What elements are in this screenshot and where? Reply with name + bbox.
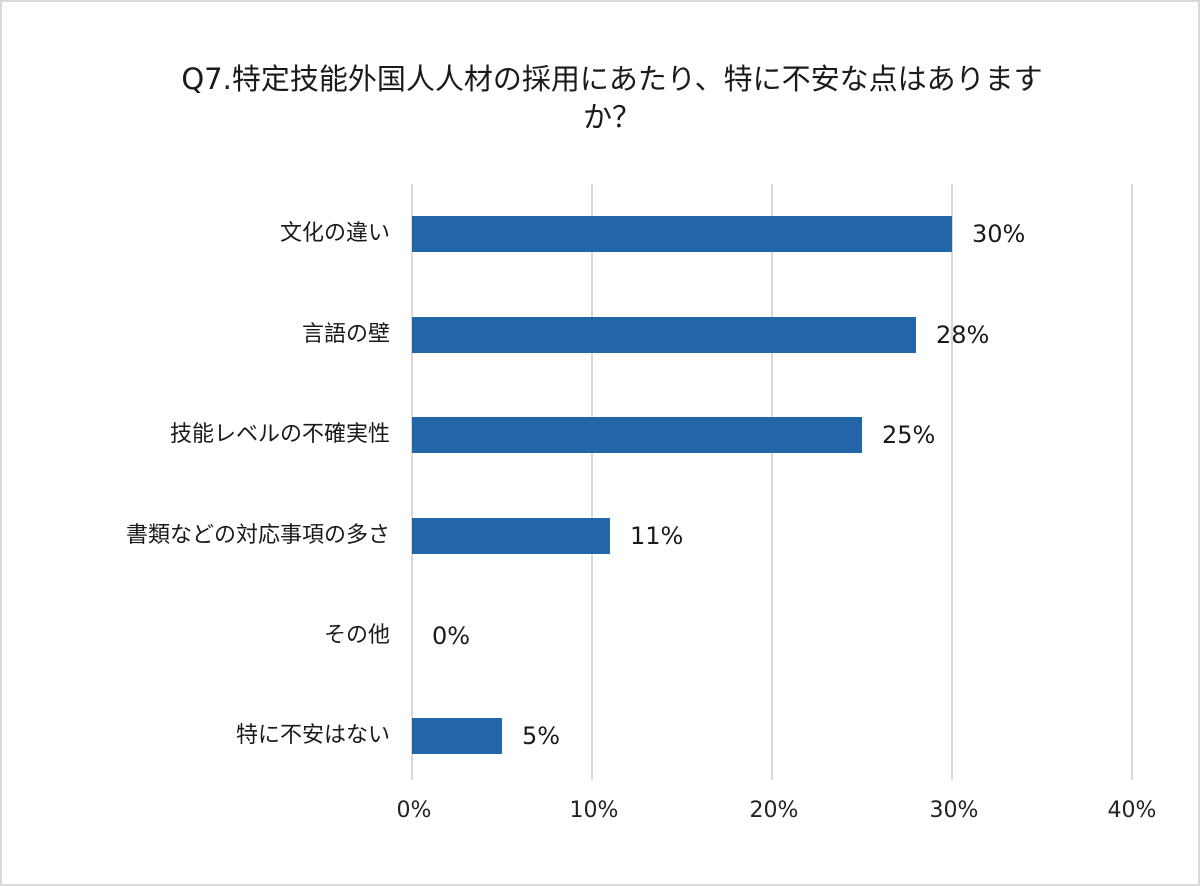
bar xyxy=(412,216,952,252)
category-label: 技能レベルの不確実性 xyxy=(169,422,390,447)
gridline-20 xyxy=(771,184,773,780)
bar xyxy=(412,518,610,554)
value-label: 5% xyxy=(522,722,561,750)
bar xyxy=(412,317,916,353)
gridline-0 xyxy=(411,184,413,780)
category-label: 書類などの対応事項の多さ xyxy=(125,523,390,548)
value-label: 11% xyxy=(630,522,684,550)
x-tick-label: 40% xyxy=(1107,798,1157,823)
value-label: 25% xyxy=(882,421,936,449)
chart-title: Q7.特定技能外国人人材の採用にあたり、特に不安な点はあります か？ xyxy=(142,60,1082,136)
gridline-30 xyxy=(951,184,953,780)
gridline-40 xyxy=(1131,184,1133,780)
bar xyxy=(412,417,862,453)
x-tick-label: 30% xyxy=(929,798,979,823)
bar-row: 言語の壁 28% xyxy=(0,317,1200,353)
category-label: 文化の違い xyxy=(279,221,390,246)
value-label: 0% xyxy=(432,622,471,650)
bar-row: 技能レベルの不確実性 25% xyxy=(0,417,1200,453)
value-label: 28% xyxy=(936,321,990,349)
bar-row: その他 0% xyxy=(0,618,1200,654)
x-tick-label: 10% xyxy=(569,798,619,823)
bar-row: 書類などの対応事項の多さ 11% xyxy=(0,518,1200,554)
gridline-10 xyxy=(591,184,593,780)
x-tick-label: 0% xyxy=(396,798,432,823)
bar-row: 文化の違い 30% xyxy=(0,216,1200,252)
category-label: その他 xyxy=(323,623,390,648)
category-label: 言語の壁 xyxy=(301,322,390,347)
bar-row: 特に不安はない 5% xyxy=(0,718,1200,754)
plot-area xyxy=(411,184,1133,780)
value-label: 30% xyxy=(972,220,1026,248)
bar xyxy=(412,718,502,754)
x-tick-label: 20% xyxy=(749,798,799,823)
chart-title-line-1: Q7.特定技能外国人人材の採用にあたり、特に不安な点はあります xyxy=(181,62,1043,96)
category-label: 特に不安はない xyxy=(235,723,390,748)
chart-title-line-2: か？ xyxy=(582,100,641,134)
